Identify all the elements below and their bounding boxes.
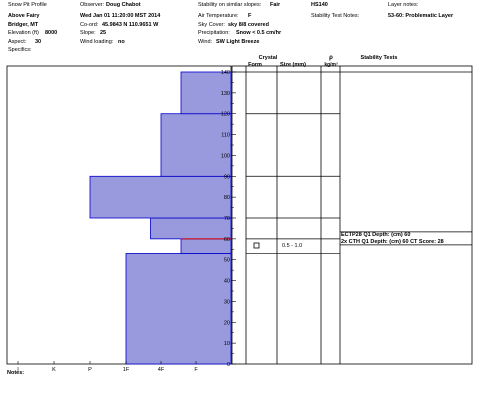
hardness-tick-label-4F: 4F [158,367,165,373]
crystal-header: Crystal [259,55,278,61]
stability-tests-header: Stability Tests [361,55,398,61]
height-tick-label-130: 130 [221,91,230,97]
location: Above Fairy [8,13,40,19]
coord-label: Co-ord: [80,22,99,28]
size-header: Size (mm) [280,62,306,68]
hardness-layers [89,71,232,365]
elevation-label: Elevation (ft) [8,30,39,36]
hardness-tick-label-1F: 1F [123,367,130,373]
air-temp-label: Air Temperature: [198,13,239,19]
form-header: Form [248,62,262,68]
stability-value: Fair [270,2,281,8]
precip-value: Snow < 0.5 cm/hr [236,30,282,36]
slope-label: Slope: [80,30,96,36]
layer-notes-label: Layer notes: [388,2,419,8]
hardness-tick-label-F: F [194,367,198,373]
density-header: ρ [329,55,333,61]
crystal-form-icon [253,242,260,249]
notes-label: Notes: [7,370,25,376]
elevation-value: 8000 [45,30,58,36]
slope-value: 25 [100,30,107,36]
height-tick-label-70: 70 [224,216,230,222]
aspect-value: 30 [35,39,42,45]
height-tick-label-20: 20 [224,320,230,326]
height-tick-label-10: 10 [224,341,230,347]
height-tick-label-110: 110 [221,133,230,139]
crystal-size-value: 0.5 - 1.0 [282,243,302,249]
data-table-frame [231,65,473,365]
hardness-tick-label-I: I [17,367,19,373]
layer-60-70 [150,217,232,240]
wind-value: SW Light Breeze [216,39,260,45]
wind-loading-value: no [118,39,125,45]
precip-label: Precipitation: [198,30,230,36]
wind-loading-label: Wind loading: [80,39,114,45]
stability-test-1: ECTP28 Q1 Depth: (cm) 60 [341,232,410,238]
hardness-tick-label-P: P [88,367,92,373]
observer-label: Observer: [80,2,105,8]
layer-notes-value: 53-60: Problematic Layer [388,13,454,19]
height-tick-label-40: 40 [224,279,230,285]
hardness-tick-label-K: K [52,367,56,373]
hardness-axis: I K P 1F 4F F [17,361,198,373]
height-tick-label-30: 30 [224,299,230,305]
height-tick-label-140: 140 [221,70,230,76]
hs-value: HS140 [311,2,328,8]
layer-0-53 [125,253,232,365]
stability-test-2: 2x CTH Q1 Depth: (cm) 60 CT Score: 28 [341,239,444,245]
sky-label: Sky Cover: [198,22,225,28]
specifics-label: Specifics: [8,47,32,53]
height-tick-label-60: 60 [224,237,230,243]
air-temp-value: F [248,13,252,19]
height-tick-label-120: 120 [221,112,230,118]
aspect-label: Aspect: [8,39,27,45]
density-unit-header: kg/m³ [324,62,338,68]
layer-90-120 [160,113,232,177]
height-tick-label-100: 100 [221,153,230,159]
layer-70-90 [89,175,232,219]
observer-value: Doug Chabot [106,2,141,8]
observation-date: Wed Jan 01 11:20:00 MST 2014 [80,13,161,19]
region: Bridger, MT [8,22,39,28]
height-tick-label-50: 50 [224,258,230,264]
sky-value: sky 8/8 covered [228,22,269,28]
height-tick-label-0: 0 [227,362,230,368]
wind-label: Wind: [198,39,213,45]
coord-value: 45.9843 N 110.9651 W [102,22,159,28]
table-gridlines [246,113,472,254]
height-tick-label-90: 90 [224,174,230,180]
height-axis: 0 10 20 30 40 50 60 70 80 90 100 110 120 130 140 [221,70,236,368]
page-title: Snow Pit Profile [8,2,47,8]
height-tick-label-80: 80 [224,195,230,201]
stability-test-notes-label: Stability Test Notes: [311,13,360,19]
stability-label: Stability on similar slopes: [198,2,262,8]
